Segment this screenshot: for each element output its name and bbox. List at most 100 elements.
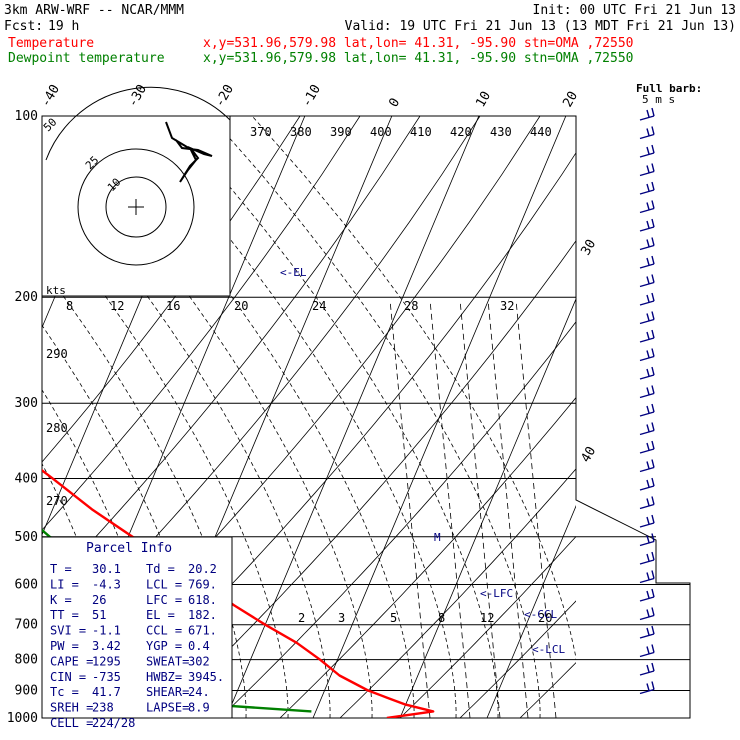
isotherm-label-0: 0 [386, 96, 403, 110]
parcel-cell-0-0: T = [50, 562, 72, 576]
hodograph-ring-10 [105, 176, 167, 238]
isentrope-10 [399, 535, 576, 718]
parcel-cell-8-2: SHEAR= [146, 685, 189, 699]
pressure-label-500: 500 [15, 530, 38, 545]
parcel-cell-0-2: Td = [146, 562, 175, 576]
hodograph-ring-25 [77, 148, 195, 266]
wind-barb-16 [639, 403, 655, 417]
pressure-label-400: 400 [15, 471, 38, 486]
dry-adiabat-8 [125, 116, 457, 718]
isentrope-9 [339, 468, 576, 718]
wind-barb-28 [639, 625, 655, 639]
full-barb-label: Full barb: [636, 82, 702, 95]
mixing-ratio-label-20: 20 [234, 299, 248, 313]
wind-barb-11 [639, 311, 655, 325]
wind-barb-5 [639, 200, 655, 214]
parcel-cell-10-0: CELL = [50, 716, 93, 730]
wind-barb-9 [639, 274, 655, 288]
pressure-label-300: 300 [15, 396, 38, 411]
parcel-cell-6-1: 1295 [92, 654, 121, 668]
wind-barb-24 [639, 551, 655, 565]
wind-barb-7 [639, 237, 655, 251]
wind-barb-25 [639, 570, 655, 584]
isotherm-label-40: 40 [578, 444, 599, 465]
parcel-cell-7-3: 3945. [188, 670, 224, 684]
isotherm-label--10: -10 [299, 82, 324, 110]
fcst-label: Fcst: [4, 19, 43, 34]
mixing-ratio-low-label-12: 12 [480, 611, 494, 625]
lfc-marker: <-LFC [480, 587, 513, 600]
lcl-marker: <-LCL [532, 643, 565, 656]
parcel-info-panel: Parcel Info T = 30.1 Td = 20.2 LI = -4.3 LCL =… [41, 536, 233, 730]
wind-barb-19 [639, 459, 655, 473]
parcel-cell-9-0: SREH = [50, 701, 93, 715]
parcel-cell-5-0: PW = [50, 639, 79, 653]
parcel-cell-2-0: K = [50, 593, 72, 607]
wind-barb-14 [639, 366, 655, 380]
pressure-label-900: 900 [15, 683, 38, 698]
mixing-ratio-label-12: 12 [110, 299, 124, 313]
pressure-label-100: 100 [15, 109, 38, 124]
fcst-value: 19 h [48, 19, 79, 34]
mixing-ratio-low-label-3: 3 [338, 611, 345, 625]
wind-barb-30 [639, 662, 655, 676]
theta-e-label-400: 400 [370, 125, 392, 139]
parcel-cell-2-2: LFC = [146, 593, 182, 607]
parcel-cell-6-0: CAPE = [50, 654, 93, 668]
hodograph-trace [165, 121, 213, 183]
parcel-cell-4-3: 671. [188, 624, 217, 638]
pressure-label-800: 800 [15, 653, 38, 668]
dry-adiabat-3 [42, 266, 247, 718]
parcel-cell-3-3: 182. [188, 608, 217, 622]
wind-barb-12 [639, 329, 655, 343]
wind-barb-6 [639, 218, 655, 232]
mixing-ratio-low-label-5: 5 [390, 611, 397, 625]
parcel-cell-6-2: SWEAT= [146, 654, 189, 668]
wind-barb-4 [639, 181, 655, 195]
pressure-label-700: 700 [15, 618, 38, 633]
wind-barb-10 [639, 292, 655, 306]
isotherm-label-20: 20 [560, 89, 581, 110]
theta-label-280: 280 [46, 421, 68, 435]
valid-time: Valid: 19 UTC Fri 21 Jun 13 (13 MDT Fri … [345, 19, 736, 34]
hodograph-ring-50 [45, 86, 231, 161]
ccl-marker: <-CCL [524, 608, 557, 621]
parcel-cell-8-0: Tc = [50, 685, 79, 699]
parcel-cell-2-3: 618. [188, 593, 217, 607]
hodograph-kts-label: kts [46, 284, 66, 297]
parcel-cell-0-1: 30.1 [92, 562, 121, 576]
isotherm-20 [312, 116, 567, 718]
dewpoint-location: x,y=531.96,579.98 lat,lon= 41.31, -95.90… [203, 51, 633, 66]
isotherm-label-10: 10 [473, 89, 494, 110]
temperature-location: x,y=531.96,579.98 lat,lon= 41.31, -95.90… [203, 36, 633, 51]
parcel-cell-1-2: LCL = [146, 577, 182, 591]
dry-adiabat-10 [209, 116, 541, 718]
parcel-info-title: Parcel Info [86, 541, 172, 556]
mixing-ratio-label-16: 16 [166, 299, 180, 313]
isotherm-10 [225, 116, 480, 718]
parcel-cell-10-1: 224/28 [92, 716, 135, 730]
wind-barb-26 [639, 588, 655, 602]
theta-e-label-410: 410 [410, 125, 432, 139]
wind-barb-31 [639, 681, 655, 695]
parcel-cell-9-3: 8.9 [188, 701, 210, 715]
parcel-cell-3-0: TT = [50, 608, 79, 622]
theta-e-label-390: 390 [330, 125, 352, 139]
el-marker: <-EL [280, 266, 307, 279]
dry-adiabat-4 [42, 213, 289, 718]
parcel-cell-9-1: 238 [92, 701, 114, 715]
isotherm-30 [399, 297, 576, 718]
theta-e-label-430: 430 [490, 125, 512, 139]
dry-adiabat-5 [42, 163, 331, 718]
mixing-ratio-low-label-8: 8 [438, 611, 445, 625]
parcel-cell-3-1: 51 [92, 608, 106, 622]
wind-barb-0 [639, 107, 655, 121]
mixing-ratio-low-label-20: 20 [538, 611, 552, 625]
dry-adiabat-7 [83, 116, 415, 718]
wind-barb-15 [639, 385, 655, 399]
wind-barb-1 [639, 126, 655, 140]
parcel-cell-5-1: 3.42 [92, 639, 121, 653]
wind-barb-21 [639, 496, 655, 510]
full-barb-value: 5 m s [642, 93, 675, 106]
